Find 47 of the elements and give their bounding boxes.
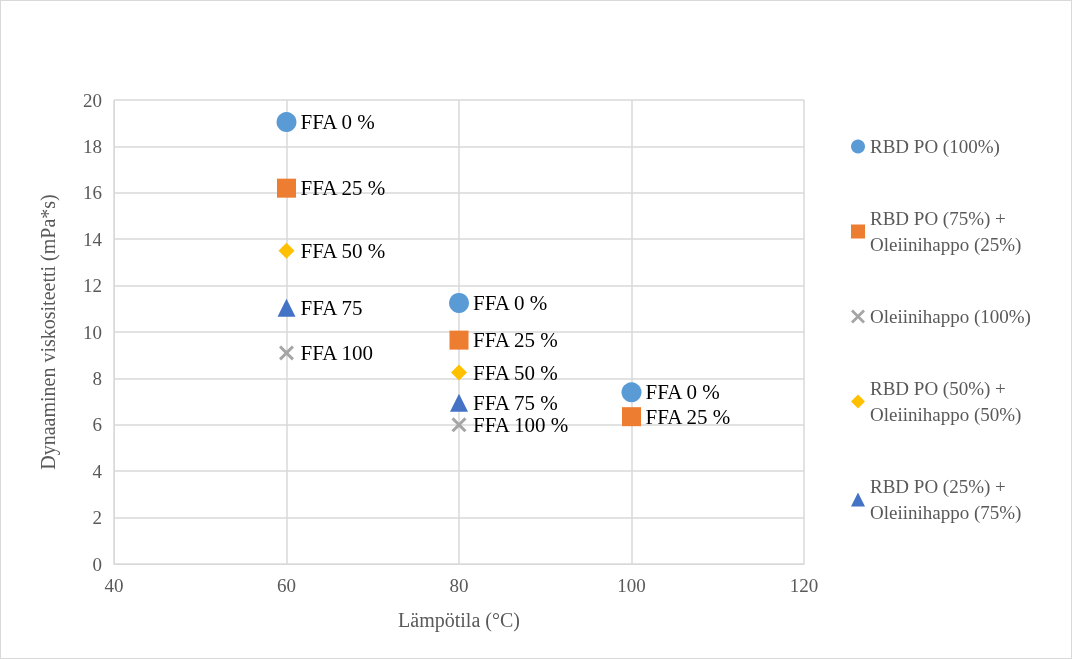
legend-label: RBD PO (75%) + Oleiinihappo (25%) [870,208,1022,256]
x-tick-label: 60 [277,575,296,596]
y-tick-label: 18 [83,135,102,157]
annotation: FFA 0 % [645,380,720,405]
point [450,393,468,412]
annotation: FFA 100 % [473,412,569,437]
y-tick-label: 6 [92,414,102,436]
y-tick-label: 8 [92,367,102,389]
x-tick-label: 120 [789,575,819,596]
annotation: FFA 25 % [473,328,558,353]
point [276,112,297,133]
annotation: FFA 50 % [473,360,558,385]
point [449,330,469,350]
legend-label: RBD PO (25%) + Oleiinihappo (75%) [870,476,1022,524]
x-tick-label: 100 [617,575,646,596]
y-tick-label: 14 [83,228,103,250]
annotation: FFA 25 % [300,176,386,201]
legend-label: RBD PO (50%) + Oleiinihappo (50%) [870,378,1022,426]
annotation: FFA 75 % [473,390,558,415]
legend-label: Oleiinihappo (100%) [870,306,1031,328]
annotation: FFA 100 [300,340,374,365]
point [449,293,469,313]
annotation: FFA 50 % [300,238,386,263]
y-tick-label: 12 [83,275,102,297]
annotation: FFA 0 % [300,110,375,135]
point [278,242,295,259]
point [621,382,642,403]
point [622,407,641,427]
point [277,298,296,317]
y-tick-label: 2 [92,507,102,529]
y-tick-label: 10 [83,321,102,343]
annotation: FFA 25 % [645,404,731,429]
point [279,345,294,361]
annotation: FFA 75 [300,295,363,320]
y-tick-label: 20 [83,89,102,111]
y-tick-label: 16 [83,182,102,204]
x-tick-label: 40 [104,575,124,596]
y-axis-title: Dynaaminen viskositeetti (mPa*s) [37,194,60,470]
point [451,364,467,381]
point [451,417,467,433]
legend-label: RBD PO (100%) [870,136,1000,158]
point [277,178,296,198]
x-tick-label: 80 [449,575,469,596]
annotation: FFA 0 % [473,291,548,315]
y-tick-label: 0 [92,553,102,575]
x-axis-title: Lämpötila (°C) [398,609,520,632]
y-tick-label: 4 [92,460,103,482]
